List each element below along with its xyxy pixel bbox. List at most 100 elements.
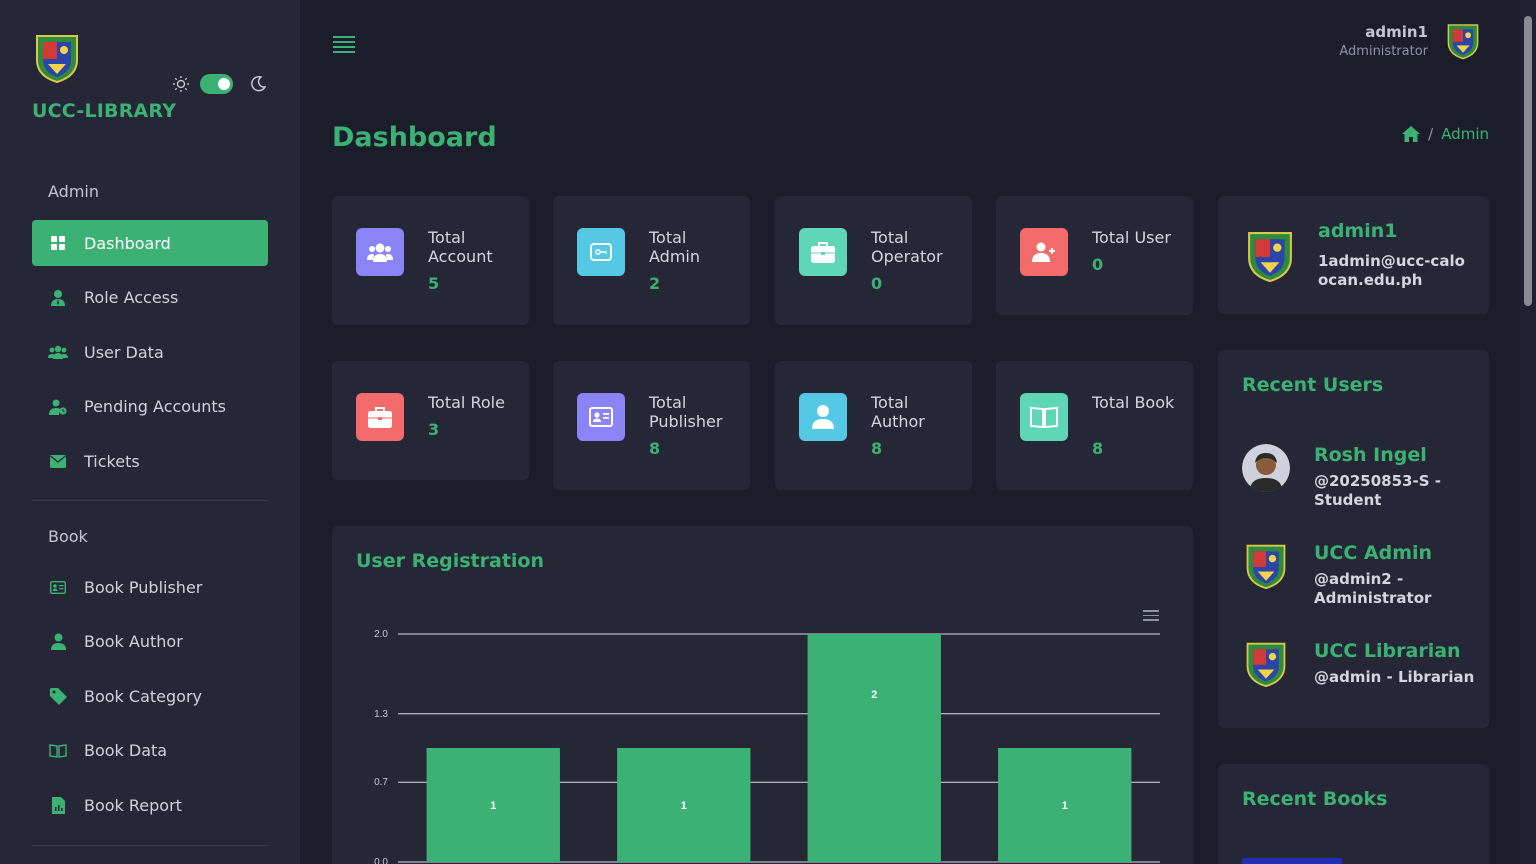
sidebar-item-label: Dashboard bbox=[84, 233, 171, 253]
stat-label: Total Account bbox=[428, 228, 493, 266]
admin-nav: Dashboard Role Access User Data Pending … bbox=[32, 220, 268, 493]
sidebar-item-pending-accounts[interactable]: Pending Accounts bbox=[32, 384, 268, 430]
users-icon bbox=[356, 228, 404, 276]
stat-label: Total Admin bbox=[649, 228, 700, 266]
bar-data-label: 1 bbox=[490, 800, 496, 812]
avatar bbox=[1447, 24, 1479, 60]
y-tick-label: 0.7 bbox=[374, 777, 388, 788]
hamburger-line bbox=[333, 46, 355, 48]
stat-value: 2 bbox=[649, 274, 661, 293]
recent-user-item[interactable]: UCC Admin @admin2 - Administrator bbox=[1242, 542, 1482, 612]
recent-books-panel: Recent Books bbox=[1218, 764, 1489, 864]
stat-value: 8 bbox=[871, 439, 883, 458]
tag-icon bbox=[48, 686, 68, 706]
sidebar-item-book-publisher[interactable]: Book Publisher bbox=[32, 564, 268, 610]
stat-card-total-user[interactable]: Total User 0 bbox=[996, 196, 1193, 315]
recent-user-item[interactable]: Rosh Ingel @20250853-S - Student bbox=[1242, 444, 1482, 514]
avatar bbox=[1242, 444, 1290, 492]
chart-bar[interactable] bbox=[807, 634, 941, 862]
sidebar-item-dashboard[interactable]: Dashboard bbox=[32, 220, 268, 266]
sun-icon bbox=[173, 76, 189, 92]
stat-card-total-book[interactable]: Total Book 8 bbox=[996, 361, 1193, 490]
home-icon[interactable] bbox=[1402, 126, 1421, 142]
theme-toggle[interactable] bbox=[172, 74, 267, 94]
chart-bar[interactable] bbox=[998, 748, 1132, 862]
user-icon bbox=[48, 632, 68, 652]
stat-card-total-operator[interactable]: Total Operator 0 bbox=[775, 196, 972, 325]
sidebar-item-book-author[interactable]: Book Author bbox=[32, 619, 268, 665]
profile-text: admin1 Administrator bbox=[1339, 23, 1428, 59]
user-registration-chart: 0.0 0.7 1.3 2.0 1 1 2 1 bbox=[374, 629, 1160, 864]
recent-books-title: Recent Books bbox=[1242, 788, 1388, 810]
chart-menu-button[interactable] bbox=[1143, 610, 1159, 624]
sidebar-item-book-data[interactable]: Book Data bbox=[32, 728, 268, 774]
recent-user-name: UCC Admin bbox=[1314, 542, 1433, 564]
stat-value: 0 bbox=[871, 274, 883, 293]
chart-title: User Registration bbox=[356, 550, 544, 572]
breadcrumb-current[interactable]: Admin bbox=[1441, 125, 1489, 143]
profile-card-name: admin1 bbox=[1318, 220, 1398, 242]
book-open-icon bbox=[1020, 393, 1068, 441]
stat-card-total-publisher[interactable]: Total Publisher 8 bbox=[553, 361, 750, 490]
grid-icon bbox=[48, 233, 68, 253]
avatar bbox=[1246, 544, 1286, 590]
profile-name: admin1 bbox=[1365, 23, 1428, 41]
stat-value: 8 bbox=[1092, 439, 1104, 458]
recent-user-item[interactable]: UCC Librarian @admin - Librarian bbox=[1242, 640, 1482, 696]
book-cover-thumbnail[interactable] bbox=[1242, 858, 1342, 864]
user-clock-icon bbox=[48, 397, 68, 417]
stat-card-total-role[interactable]: Total Role 3 bbox=[332, 361, 529, 480]
recent-users-panel: Recent Users Rosh Ingel @20250853-S - St… bbox=[1218, 350, 1489, 728]
sidebar-item-tickets[interactable]: Tickets bbox=[32, 438, 268, 484]
menu-toggle-button[interactable] bbox=[333, 36, 355, 56]
bar-data-label: 1 bbox=[1062, 800, 1068, 812]
stat-value: 8 bbox=[649, 439, 661, 458]
stat-value: 0 bbox=[1092, 255, 1104, 274]
stat-label: Total Operator bbox=[871, 228, 943, 266]
stat-card-total-admin[interactable]: Total Admin 2 bbox=[553, 196, 750, 325]
sidebar-item-book-category[interactable]: Book Category bbox=[32, 673, 268, 719]
user-profile-menu[interactable]: admin1 Administrator bbox=[1339, 22, 1480, 60]
scrollbar-thumb[interactable] bbox=[1524, 16, 1532, 306]
key-card-icon bbox=[577, 228, 625, 276]
sidebar-item-label: Book Author bbox=[84, 632, 183, 651]
y-tick-label: 2.0 bbox=[374, 629, 388, 640]
profile-card: admin1 1admin@ucc-caloocan.edu.ph bbox=[1218, 196, 1489, 314]
hamburger-line bbox=[333, 36, 355, 38]
stat-card-total-account[interactable]: Total Account 5 bbox=[332, 196, 529, 325]
recent-user-info: @admin2 - Administrator bbox=[1314, 570, 1432, 607]
chart-bar[interactable] bbox=[426, 748, 560, 862]
bar-data-label: 2 bbox=[871, 689, 877, 701]
briefcase-icon bbox=[356, 393, 404, 441]
profile-card-email: 1admin@ucc-caloocan.edu.ph bbox=[1318, 252, 1465, 289]
recent-user-name: UCC Librarian bbox=[1314, 640, 1461, 662]
dark-mode-switch[interactable] bbox=[200, 74, 233, 94]
stat-label: Total Role bbox=[428, 393, 505, 412]
bar-data-label: 1 bbox=[681, 800, 687, 812]
page-title: Dashboard bbox=[332, 122, 497, 153]
stat-card-total-author[interactable]: Total Author 8 bbox=[775, 361, 972, 490]
stat-value: 3 bbox=[428, 420, 440, 439]
id-card-icon bbox=[48, 577, 68, 597]
user-registration-card: User Registration 0.0 0.7 1.3 2.0 1 1 2 1 bbox=[332, 526, 1193, 864]
sidebar-item-label: Book Data bbox=[84, 741, 168, 760]
profile-role: Administrator bbox=[1339, 44, 1428, 59]
id-card-icon bbox=[577, 393, 625, 441]
sidebar-item-label: Role Access bbox=[84, 288, 179, 307]
briefcase-icon bbox=[799, 228, 847, 276]
stat-label: Total Author bbox=[871, 393, 925, 431]
sidebar-item-label: Pending Accounts bbox=[84, 397, 226, 416]
users-icon bbox=[48, 342, 68, 362]
y-tick-label: 0.0 bbox=[374, 857, 388, 864]
menu-line bbox=[1143, 614, 1159, 616]
chart-bar[interactable] bbox=[617, 748, 751, 862]
avatar bbox=[1246, 642, 1286, 688]
brand-name: UCC-LIBRARY bbox=[32, 100, 177, 122]
page-scrollbar[interactable] bbox=[1520, 0, 1536, 864]
hamburger-line bbox=[333, 51, 355, 53]
sidebar-item-role-access[interactable]: Role Access bbox=[32, 275, 268, 321]
sidebar-item-book-report[interactable]: Book Report bbox=[32, 782, 268, 828]
sidebar-item-user-data[interactable]: User Data bbox=[32, 329, 268, 375]
envelope-icon bbox=[48, 451, 68, 471]
y-tick-label: 1.3 bbox=[374, 709, 388, 720]
